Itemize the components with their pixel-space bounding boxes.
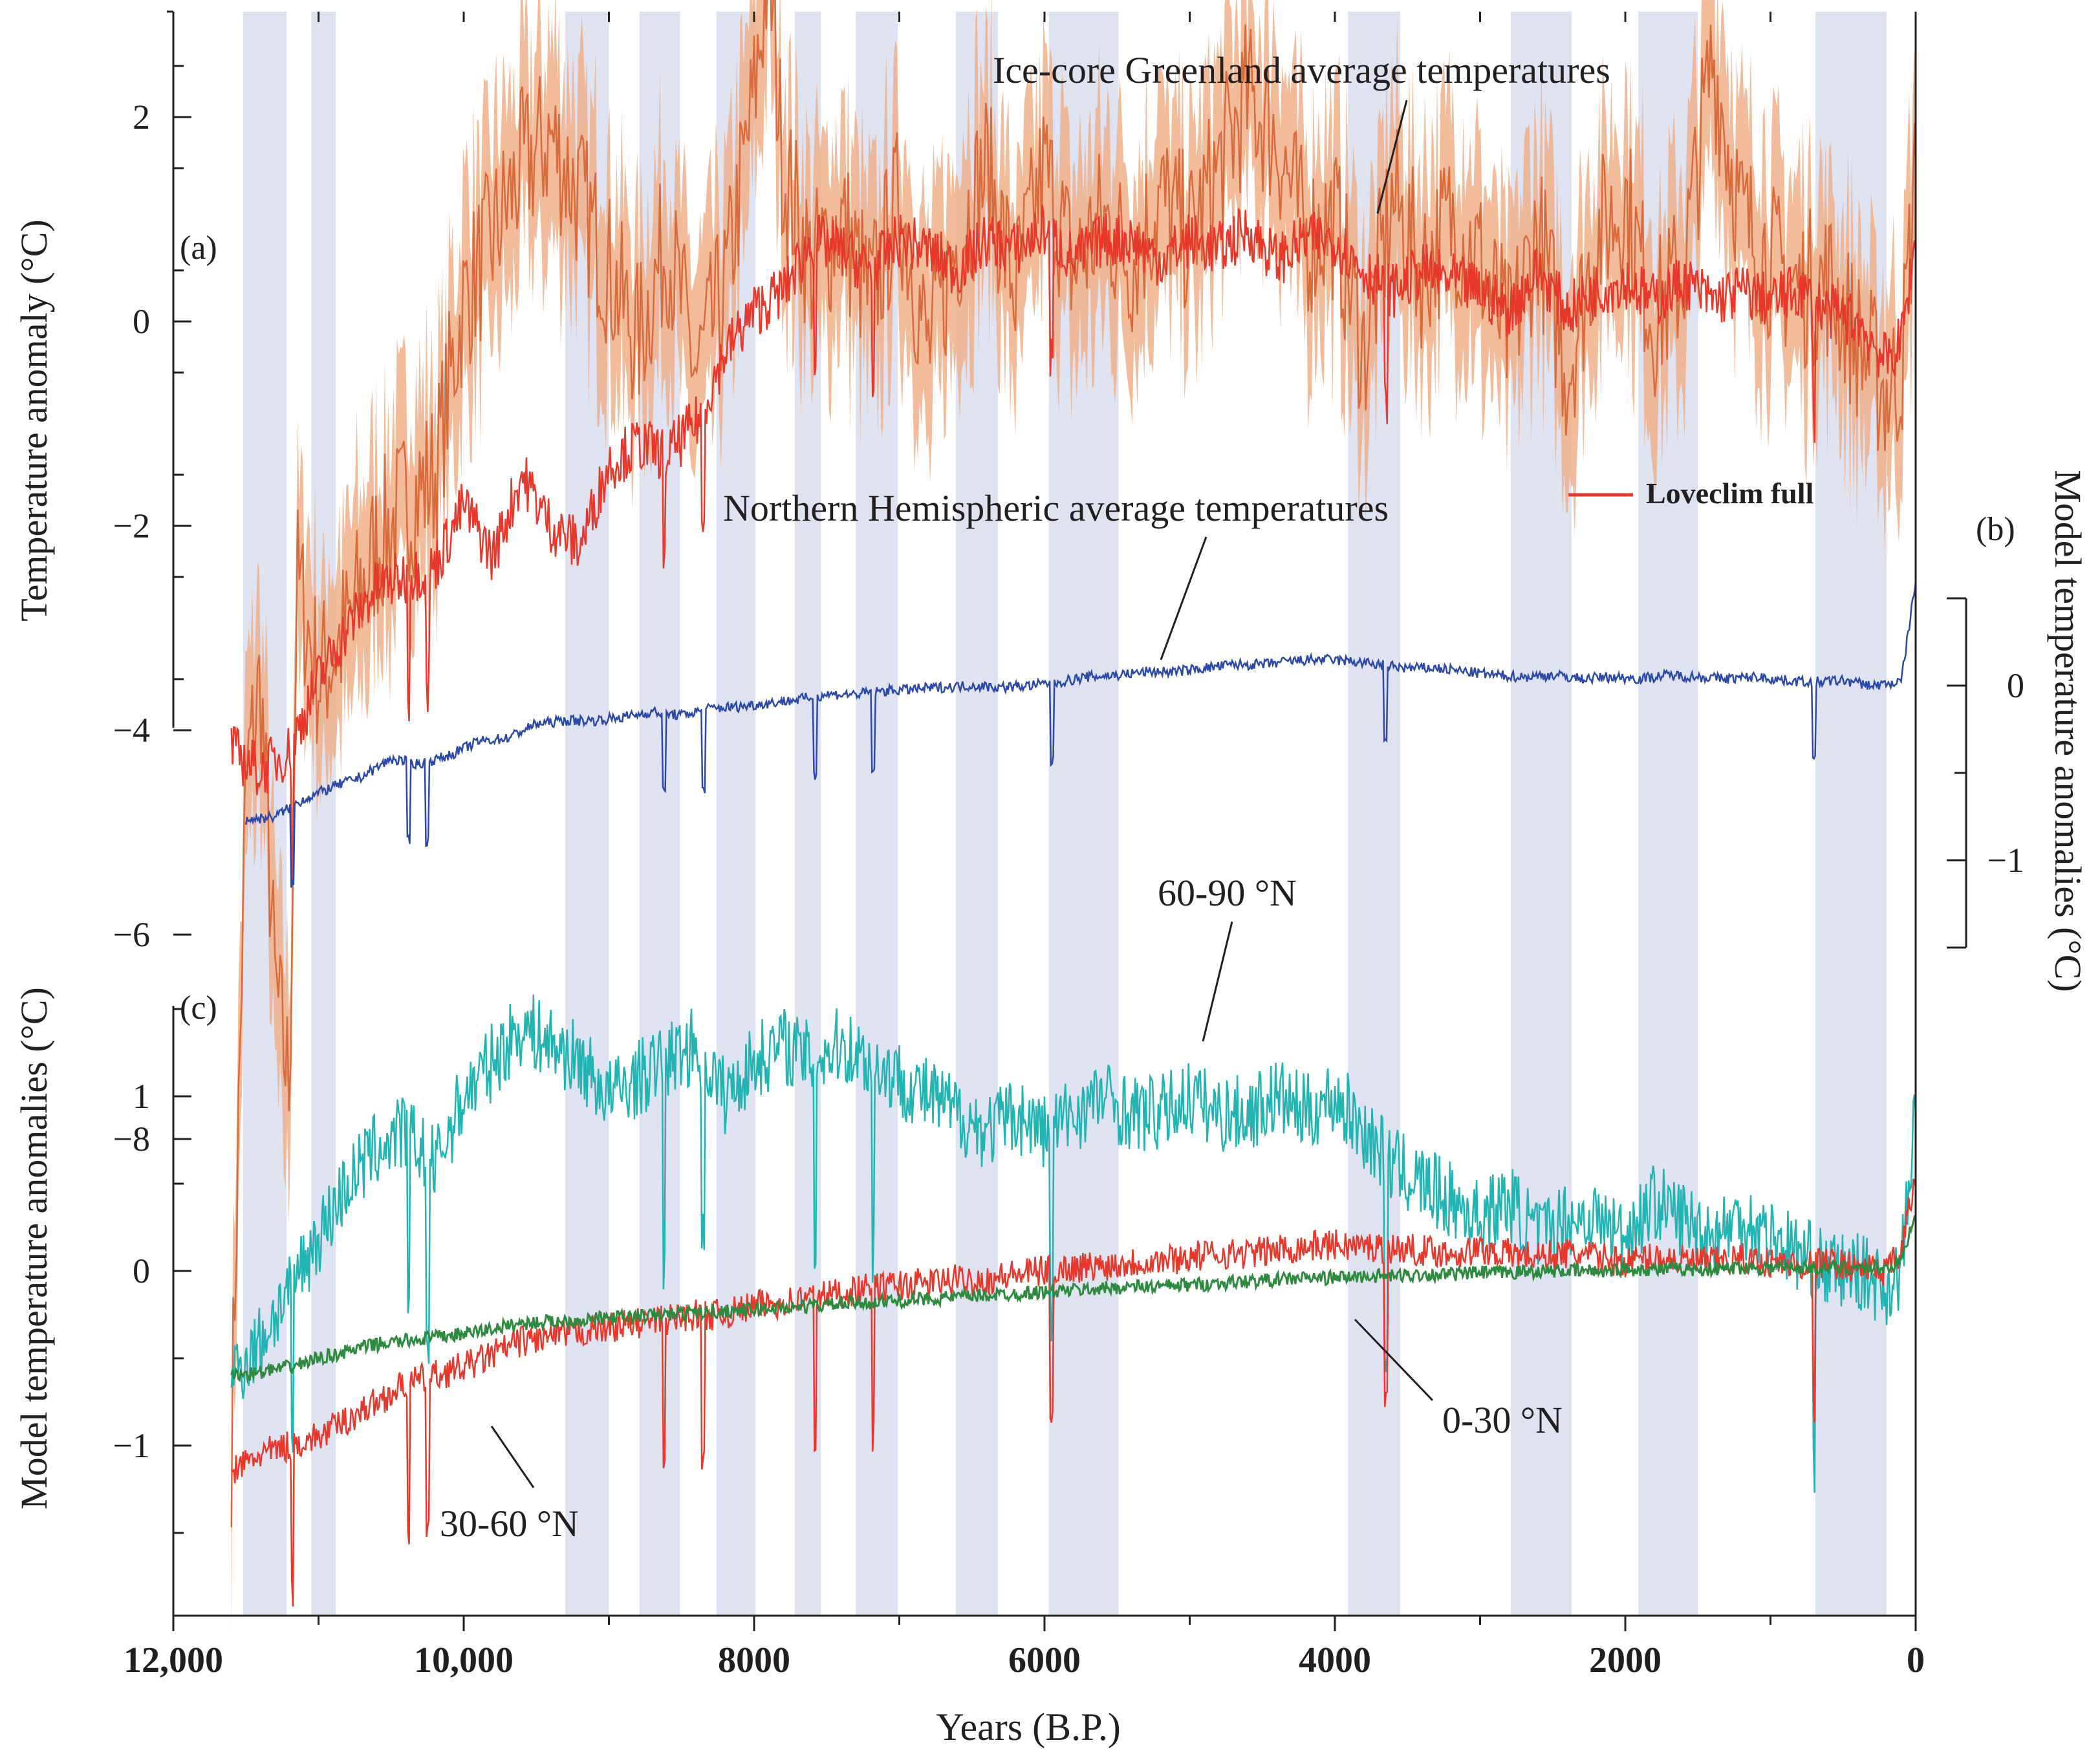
y-tick-label-b: −1 [1987, 841, 2024, 880]
lat-60-90-pointer [1202, 921, 1233, 1042]
y-tick-label-a: 2 [133, 98, 150, 136]
x-tick-label: 10,000 [414, 1640, 514, 1680]
lat-60-90-label: 60-90 °N [1158, 872, 1297, 914]
x-tick-label: 4000 [1299, 1640, 1371, 1680]
lat-0-30-series-line [230, 1210, 1917, 1384]
y-tick-label-a: −6 [113, 915, 150, 954]
greenland-pointer [1376, 100, 1408, 214]
y-tick-label-c: −1 [113, 1426, 150, 1465]
x-tick-label: 6000 [1008, 1640, 1081, 1680]
axes: 12,000 10,000 8000 6000 4000 2000 0 2 0 −2 −4 −6 −8 0… [113, 10, 2024, 1680]
loveclim-full-series-line [230, 204, 1917, 885]
series-lines [230, 0, 1917, 1607]
nh-pointer [1160, 536, 1207, 660]
panel-b-label: (b) [1976, 511, 2015, 548]
lat-30-60-pointer [490, 1426, 535, 1488]
y-tick-label-c: 0 [133, 1252, 150, 1290]
y-tick-label-b: 0 [2007, 666, 2024, 705]
lat-0-30-label: 0-30 °N [1442, 1399, 1563, 1441]
greenland-series-label: Ice-core Greenland average temperatures [993, 49, 1610, 91]
greenland-series-line [230, 0, 1917, 1528]
nh-average-series-line [245, 580, 1917, 888]
y-tick-label-a: −2 [113, 506, 150, 545]
x-tick-label: 2000 [1589, 1640, 1662, 1680]
lat-30-60-label: 30-60 °N [440, 1503, 579, 1545]
panel-a-label: (a) [180, 230, 217, 266]
y-axis-title-c: Model temperature anomalies (°C) [13, 987, 55, 1510]
shaded-period-2 [311, 12, 336, 1616]
y-tick-label-a: −8 [113, 1120, 150, 1158]
x-tick-label: 8000 [718, 1640, 790, 1680]
greenland-uncertainty-band [231, 0, 1916, 1635]
lat-30-60-series-line [230, 1175, 1917, 1607]
uncertainty-bands [231, 0, 1916, 1635]
y-tick-label-c: 1 [133, 1077, 150, 1116]
x-tick-label: 0 [1907, 1640, 1925, 1680]
x-axis-title: Years (B.P.) [936, 1706, 1121, 1748]
legend-label: Loveclim full [1646, 477, 1813, 510]
y-tick-label-a: −4 [113, 711, 150, 750]
lat-60-90-series-line [230, 994, 1917, 1493]
panel-c-label: (c) [180, 990, 217, 1026]
y-tick-label-a: 0 [133, 302, 150, 341]
nh-series-label: Northern Hemispheric average temperature… [723, 487, 1389, 529]
x-tick-label: 12,000 [124, 1640, 223, 1680]
y-axis-title-a: Temperature anomaly (°C) [13, 219, 55, 621]
lat-0-30-pointer [1354, 1318, 1434, 1402]
y-axis-title-b: Model temperature anomalies (°C) [2047, 470, 2089, 992]
